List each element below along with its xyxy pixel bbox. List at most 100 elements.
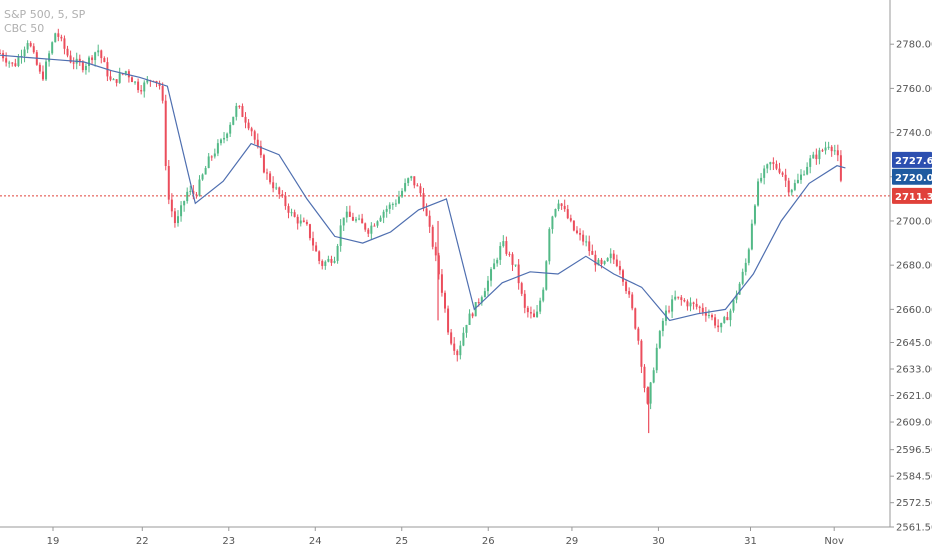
candle-body <box>680 297 683 301</box>
candle-body <box>401 190 404 197</box>
x-tick-label: 22 <box>136 536 149 547</box>
candle-body <box>796 179 799 184</box>
candles <box>0 28 842 434</box>
candle-body <box>428 215 431 227</box>
candle-body <box>747 249 750 263</box>
candle-body <box>763 168 766 178</box>
candle-body <box>575 230 578 234</box>
candle-body <box>256 139 259 146</box>
candle-body <box>146 80 149 83</box>
candle-body <box>649 382 652 404</box>
candle-body <box>490 269 493 281</box>
candle-body <box>247 122 250 129</box>
candle-body <box>760 177 763 182</box>
candle-body <box>397 196 400 204</box>
candle-body <box>262 155 265 173</box>
candle-body <box>839 155 842 181</box>
candle-body <box>229 124 232 134</box>
candle-body <box>97 50 100 53</box>
candle-body <box>781 172 784 175</box>
candle-body <box>11 62 14 64</box>
candle-body <box>198 179 201 196</box>
candle-body <box>714 317 717 326</box>
candle-body <box>790 189 793 193</box>
candle-body <box>600 259 603 264</box>
y-tick-label: 2740.00 <box>896 128 932 139</box>
candle-body <box>284 195 287 207</box>
candle-body <box>140 90 143 92</box>
candle-body <box>738 283 741 295</box>
candle-body <box>640 340 643 367</box>
candle-body <box>63 38 66 49</box>
candle-body <box>539 300 542 312</box>
x-tick-label: 30 <box>652 536 665 547</box>
candle-body <box>772 162 775 164</box>
moving-average <box>0 54 846 322</box>
candle-body <box>582 234 585 242</box>
candle-body <box>299 220 302 224</box>
price-label-box <box>892 151 932 168</box>
candle-body <box>450 332 453 344</box>
candle-body <box>505 241 508 254</box>
candle-body <box>453 343 456 351</box>
candle-body <box>434 246 437 256</box>
candle-body <box>646 387 649 404</box>
price-label-text: 2711.37 <box>895 192 932 203</box>
candle-body <box>103 58 106 63</box>
candle-body <box>741 271 744 284</box>
candle-body <box>677 296 680 298</box>
candle-body <box>554 209 557 217</box>
candle-body <box>91 57 94 61</box>
candle-body <box>66 48 69 56</box>
candle-body <box>499 246 502 260</box>
candle-body <box>655 347 658 371</box>
candle-body <box>750 223 753 250</box>
candle-body <box>308 224 311 239</box>
candle-body <box>563 205 566 210</box>
candle-body <box>784 174 787 181</box>
candle-body <box>545 261 548 290</box>
candle-body <box>668 310 671 312</box>
candle-body <box>793 183 796 190</box>
candle-body <box>158 83 161 86</box>
y-tick-label: 2596.50 <box>896 445 932 456</box>
chart-legend: S&P 500, 5, SP CBC 50 <box>4 8 85 36</box>
candle-body <box>195 194 198 196</box>
candle-body <box>419 186 422 194</box>
candle-body <box>815 154 818 160</box>
candle-body <box>634 308 637 329</box>
candle-body <box>413 176 416 186</box>
candle-body <box>69 55 72 63</box>
candle-body <box>456 350 459 356</box>
y-tick-label: 2680.00 <box>896 261 932 272</box>
candle-body <box>720 322 723 328</box>
candle-body <box>689 302 692 307</box>
candle-body <box>711 315 713 318</box>
candle-body <box>526 307 529 313</box>
candle-body <box>137 81 140 91</box>
candle-body <box>302 220 305 222</box>
candle-body <box>183 201 186 206</box>
candle-body <box>290 212 293 214</box>
candle-body <box>72 62 75 64</box>
x-tick-label: 25 <box>395 536 408 547</box>
candle-body <box>5 58 8 63</box>
candle-body <box>416 185 419 187</box>
candle-body <box>204 168 207 175</box>
candle-body <box>339 225 342 246</box>
candle-body <box>661 320 664 332</box>
candle-body <box>115 79 118 83</box>
candle-body <box>686 301 689 307</box>
x-tick-label: 29 <box>566 536 579 547</box>
candle-body <box>827 146 830 148</box>
candle-body <box>278 187 281 195</box>
candle-body <box>440 274 443 293</box>
candle-body <box>818 150 821 160</box>
price-label-text: 2720.00 <box>895 173 932 184</box>
candle-body <box>124 71 127 74</box>
x-tick-label: 23 <box>222 536 235 547</box>
candle-body <box>167 165 170 200</box>
candle-body <box>726 317 729 321</box>
